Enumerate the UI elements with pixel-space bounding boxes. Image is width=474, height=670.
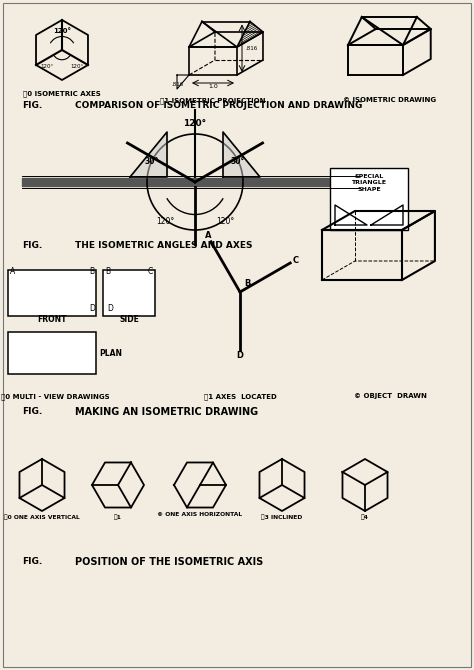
Bar xyxy=(8,332,96,374)
Text: 120°: 120° xyxy=(183,119,207,129)
Text: 30°: 30° xyxy=(145,157,159,167)
Text: B: B xyxy=(89,267,94,276)
Text: MAKING AN ISOMETRIC DRAWING: MAKING AN ISOMETRIC DRAWING xyxy=(75,407,258,417)
Text: ␁4: ␁4 xyxy=(361,515,369,520)
Text: ␁3 INCLINED: ␁3 INCLINED xyxy=(261,515,302,520)
Text: D: D xyxy=(236,351,243,360)
Text: D: D xyxy=(107,304,113,313)
Text: 30°: 30° xyxy=(231,157,245,167)
Text: C: C xyxy=(292,256,298,265)
Bar xyxy=(8,270,96,316)
Text: POSITION OF THE ISOMETRIC AXIS: POSITION OF THE ISOMETRIC AXIS xyxy=(75,557,263,567)
Text: 120°: 120° xyxy=(53,28,71,34)
Text: ␁1: ␁1 xyxy=(114,515,122,520)
Text: ␀0 ISOMETRIC AXES: ␀0 ISOMETRIC AXES xyxy=(23,90,101,96)
Text: ␀0 MULTI - VIEW DRAWINGS: ␀0 MULTI - VIEW DRAWINGS xyxy=(0,393,109,399)
Text: FIG.: FIG. xyxy=(22,100,42,109)
Text: THE ISOMETRIC ANGLES AND AXES: THE ISOMETRIC ANGLES AND AXES xyxy=(75,241,253,249)
Polygon shape xyxy=(223,132,260,177)
Text: FIG.: FIG. xyxy=(22,557,42,567)
Text: ␁1 ISOMETRIC PROJECTION: ␁1 ISOMETRIC PROJECTION xyxy=(160,97,266,104)
Text: © ONE AXIS HORIZONTAL: © ONE AXIS HORIZONTAL xyxy=(157,511,243,517)
Text: A: A xyxy=(205,230,211,240)
Text: 120°: 120° xyxy=(40,64,54,69)
Text: ␁1 AXES  LOCATED: ␁1 AXES LOCATED xyxy=(204,393,276,399)
Text: SIDE: SIDE xyxy=(119,315,139,324)
Text: FIG.: FIG. xyxy=(22,241,42,249)
Text: 120°: 120° xyxy=(70,64,83,69)
Text: FIG.: FIG. xyxy=(22,407,42,417)
Text: © ISOMETRIC DRAWING: © ISOMETRIC DRAWING xyxy=(344,97,437,103)
Text: © OBJECT  DRAWN: © OBJECT DRAWN xyxy=(354,393,427,399)
Text: 120°: 120° xyxy=(216,218,234,226)
Bar xyxy=(330,168,408,230)
Text: B: B xyxy=(105,267,110,276)
Text: A: A xyxy=(10,267,15,276)
Bar xyxy=(103,270,155,316)
Text: PLAN: PLAN xyxy=(99,348,122,358)
Text: 1.0: 1.0 xyxy=(208,84,218,89)
Polygon shape xyxy=(130,132,167,177)
Text: ␀0 ONE AXIS VERTICAL: ␀0 ONE AXIS VERTICAL xyxy=(4,515,80,520)
Text: .816: .816 xyxy=(172,82,184,87)
Text: COMPARISON OF ISOMETRIC PROJECTION AND DRAWING: COMPARISON OF ISOMETRIC PROJECTION AND D… xyxy=(75,100,363,109)
Text: D: D xyxy=(89,304,95,313)
Text: SPECIAL
TRIANGLE
SHAPE: SPECIAL TRIANGLE SHAPE xyxy=(352,174,386,192)
Text: B: B xyxy=(244,279,250,288)
Text: FRONT: FRONT xyxy=(37,315,67,324)
Text: C: C xyxy=(148,267,153,276)
Text: .816: .816 xyxy=(245,46,257,51)
Text: 120°: 120° xyxy=(156,218,174,226)
